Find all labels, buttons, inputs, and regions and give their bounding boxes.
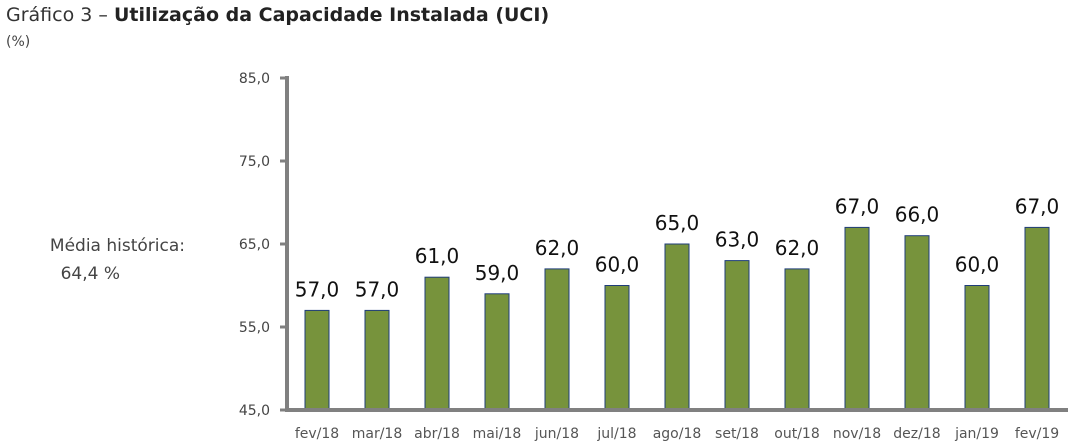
y-tick-label: 85,0 [239,71,270,87]
data-label: 66,0 [895,203,940,227]
bar-nov/18 [844,226,870,411]
annotation-line1: Média histórica: [49,236,185,256]
data-label: 63,0 [715,228,760,252]
bar-jan/19 [964,285,990,411]
x-tick-label: jul/18 [596,426,636,442]
bar-set/18 [724,260,750,411]
data-label: 57,0 [295,277,340,301]
bar-fev/19 [1024,226,1050,411]
x-tick-label: dez/18 [893,426,940,442]
data-label: 57,0 [355,277,400,301]
bar-out/18 [784,268,810,411]
bar-abr/18 [424,276,450,411]
data-label: 61,0 [415,244,460,268]
x-tick-label: fev/19 [1015,426,1059,442]
data-label: 67,0 [1015,194,1060,218]
y-tick-label: 65,0 [239,237,270,253]
bar-mai/18 [484,293,510,411]
x-tick-label: nov/18 [833,426,881,442]
x-tick-label: abr/18 [414,426,460,442]
x-tick-label: fev/18 [295,426,339,442]
title-prefix: Gráfico 3 – [6,4,108,26]
y-tick-label: 55,0 [239,320,270,336]
bar-jul/18 [604,285,630,411]
bar-mar/18 [364,309,390,411]
data-label: 60,0 [955,253,1000,277]
x-tick-label: mar/18 [352,426,403,442]
y-tick-label: 45,0 [239,403,270,419]
data-label: 59,0 [475,261,520,285]
x-tick-label: ago/18 [653,426,702,442]
data-label: 62,0 [535,236,580,260]
chart-title: Gráfico 3 – Utilização da Capacidade Ins… [6,4,549,26]
data-label: 62,0 [775,236,820,260]
y-tick-label: 75,0 [239,154,270,170]
data-label: 67,0 [835,194,880,218]
data-label: 60,0 [595,253,640,277]
annotation-line2: 64,4 % [60,264,120,284]
bar-ago/18 [664,243,690,411]
x-tick-label: mai/18 [473,426,522,442]
title-main: Utilização da Capacidade Instalada (UCI) [113,4,550,26]
bar-jun/18 [544,268,570,411]
x-tick-label: jan/19 [954,426,999,442]
x-tick-label: jun/18 [534,426,579,442]
data-label: 65,0 [655,211,700,235]
x-tick-label: set/18 [715,426,759,442]
bar-fev/18 [304,309,330,411]
bar-dez/18 [904,235,930,411]
x-tick-label: out/18 [774,426,819,442]
unit-label: (%) [6,34,31,50]
